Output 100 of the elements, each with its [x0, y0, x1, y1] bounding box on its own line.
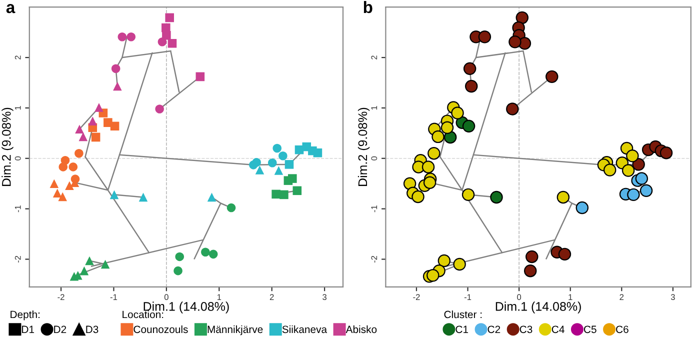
- point: [635, 172, 648, 185]
- point: [464, 80, 478, 93]
- x-tick-label: 2: [270, 294, 274, 300]
- point: [52, 188, 62, 198]
- point: [508, 36, 522, 48]
- point: [174, 266, 182, 276]
- point: [110, 190, 119, 200]
- point: [526, 250, 538, 264]
- point: [626, 149, 639, 162]
- point: [556, 190, 570, 204]
- point: [284, 160, 294, 169]
- x-tick-label: 3: [670, 294, 675, 300]
- legend-label: C1: [456, 326, 468, 334]
- point: [249, 160, 258, 170]
- y-tick-label: 1: [14, 106, 21, 110]
- y-tick-label: -2: [371, 256, 378, 263]
- point: [490, 190, 503, 204]
- point: [158, 38, 167, 46]
- x-tick-label: 0: [517, 294, 522, 300]
- point: [627, 188, 640, 202]
- point: [432, 130, 444, 144]
- point: [201, 248, 210, 257]
- point: [422, 160, 435, 174]
- y-axis-title: Dim.2 (9.08%): [358, 108, 370, 186]
- x-tick-label: 3: [322, 294, 327, 300]
- point: [196, 72, 205, 82]
- x-tick-label: 1: [217, 294, 222, 300]
- point: [118, 32, 127, 42]
- point: [78, 132, 88, 142]
- point: [100, 260, 110, 269]
- point: [111, 64, 120, 74]
- point: [274, 166, 284, 175]
- point: [74, 148, 84, 158]
- x-tick-label: -2: [413, 294, 420, 300]
- legend-title: Cluster :: [444, 310, 482, 318]
- point: [168, 39, 177, 48]
- legend-label: D2: [54, 326, 66, 333]
- point: [138, 192, 148, 202]
- point: [506, 102, 519, 116]
- point: [403, 177, 416, 190]
- y-tick-label: -1: [14, 206, 21, 212]
- point: [91, 132, 100, 142]
- x-tick-label: 1: [568, 294, 572, 300]
- point: [428, 146, 440, 160]
- point: [110, 122, 120, 130]
- point: [516, 11, 529, 24]
- point: [272, 144, 282, 153]
- point: [660, 146, 673, 160]
- point: [558, 248, 572, 261]
- y-tick-label: 0: [14, 156, 21, 160]
- legend-label: D1: [22, 326, 34, 333]
- legend-label: Abisko: [346, 325, 377, 334]
- point: [85, 256, 94, 266]
- legend-label: Counozouls: [134, 325, 188, 334]
- point: [288, 174, 297, 183]
- point: [162, 30, 171, 40]
- chart-title: b: [364, 0, 372, 14]
- point: [451, 106, 464, 120]
- point: [640, 184, 653, 198]
- point: [80, 266, 89, 276]
- point: [423, 176, 436, 189]
- point: [175, 252, 184, 262]
- point: [603, 164, 616, 176]
- point: [268, 158, 277, 168]
- x-tick-label: 0: [164, 294, 168, 300]
- point: [280, 190, 288, 200]
- y-tick-label: 1: [371, 106, 378, 110]
- point: [524, 264, 537, 278]
- point: [126, 32, 136, 42]
- point: [462, 120, 476, 132]
- point: [440, 121, 454, 134]
- point: [255, 166, 264, 174]
- point: [622, 164, 635, 177]
- y-tick-label: -1: [371, 206, 378, 212]
- point: [546, 70, 558, 84]
- legend-label: Männikjärve: [208, 325, 263, 336]
- x-tick-label: -2: [58, 294, 64, 300]
- x-tick-label: 2: [620, 294, 624, 300]
- point: [278, 151, 288, 160]
- text: Location:: [122, 310, 164, 318]
- point: [58, 192, 67, 202]
- legend-label: D3: [86, 326, 98, 334]
- legend-label: C6: [616, 326, 628, 334]
- point: [438, 254, 451, 268]
- point: [478, 30, 492, 44]
- point: [412, 190, 424, 204]
- point: [208, 250, 218, 259]
- y-tick-label: 2: [371, 56, 378, 60]
- y-tick-label: 2: [14, 56, 21, 60]
- point: [226, 203, 236, 212]
- x-tick-label: -1: [464, 294, 472, 300]
- legend-label: Siikaneva: [282, 325, 328, 334]
- x-tick-label: -1: [110, 294, 118, 300]
- legend-label: C3: [520, 326, 532, 334]
- point: [155, 104, 164, 114]
- point: [426, 269, 440, 282]
- y-tick-label: 0: [371, 156, 378, 160]
- chart-title: a: [6, 4, 16, 14]
- legend-title: Depth:: [10, 310, 40, 320]
- point: [113, 82, 122, 91]
